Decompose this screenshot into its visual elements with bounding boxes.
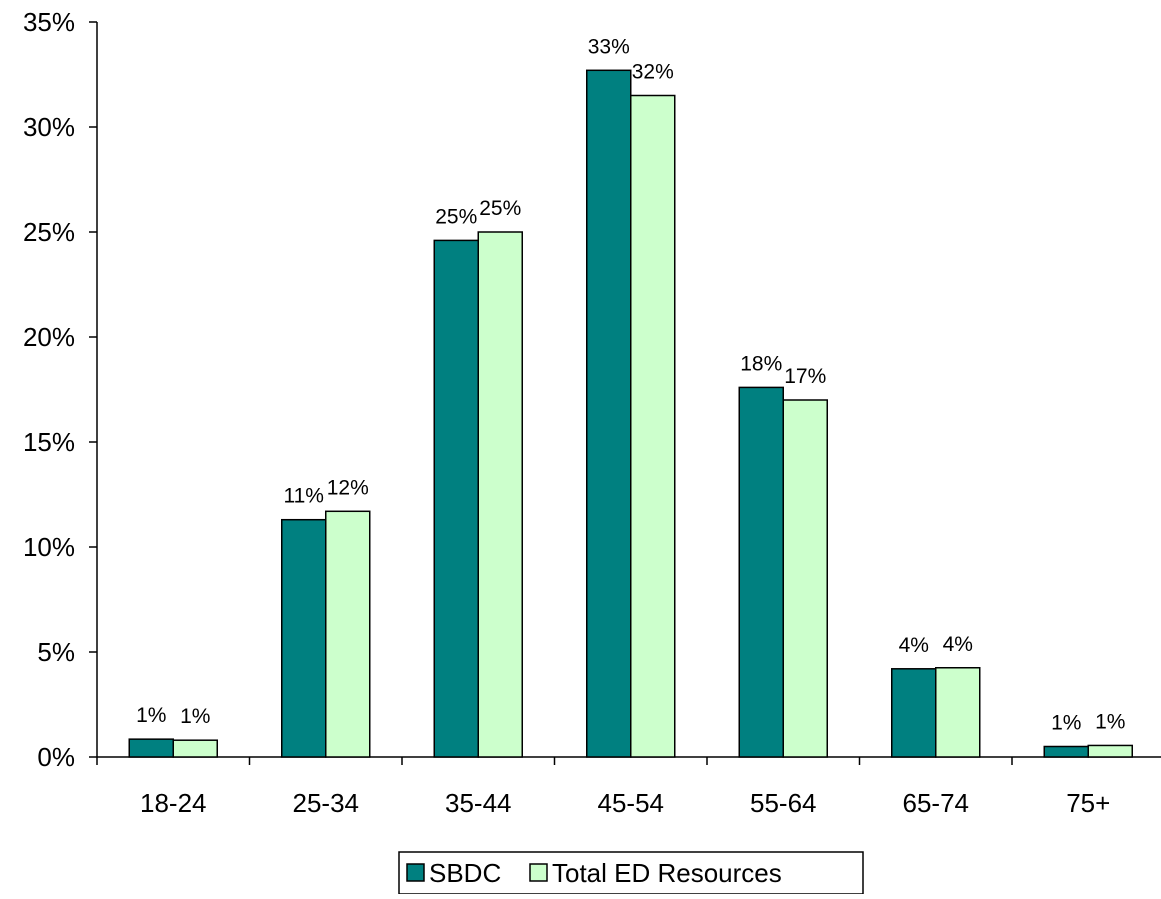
x-category-label: 25-34 [293, 788, 360, 818]
y-tick-label: 15% [23, 427, 75, 457]
legend-label: SBDC [429, 858, 501, 888]
data-label: 12% [327, 476, 369, 499]
bar-total-ed [935, 667, 981, 758]
data-label: 25% [435, 205, 477, 228]
legend-box [398, 851, 864, 895]
x-category-label: 75+ [1066, 788, 1110, 818]
x-category-label: 65-74 [903, 788, 970, 818]
bar-total-ed [1087, 744, 1133, 758]
data-label: 33% [588, 35, 630, 58]
bar-sbdc [433, 239, 479, 758]
y-tick-label: 25% [23, 217, 75, 247]
axes: 0% 5% 10% 15% 20% 25% 30% 35% 18-24 25-34 35-44 45-… [23, 7, 1161, 818]
bar-total-ed [630, 94, 676, 758]
data-label: 1% [136, 704, 166, 727]
data-label: 18% [740, 352, 782, 375]
y-tick-label: 30% [23, 112, 75, 142]
legend-swatch [406, 863, 425, 882]
data-label: 32% [632, 61, 674, 84]
bar-sbdc [891, 668, 937, 758]
data-labels: 1% 1% 11% 12% 25% 25% 33%32% 18%17% 4% 4% 1% 1% [136, 35, 1125, 734]
data-label: 11% [284, 485, 324, 508]
bars [128, 69, 1133, 758]
data-label: 4% [943, 633, 973, 656]
data-label: 1% [180, 705, 210, 728]
bar-sbdc [586, 69, 632, 758]
bar-sbdc [128, 738, 174, 758]
bar-sbdc [738, 386, 784, 758]
data-label: 4% [899, 634, 929, 657]
bar-total-ed [782, 399, 828, 758]
y-tick-label: 5% [37, 637, 75, 667]
data-label: 1% [1095, 710, 1125, 733]
data-label: 1% [1051, 712, 1081, 735]
legend-swatch [529, 863, 548, 882]
bar-sbdc [1043, 745, 1089, 758]
bar-total-ed [325, 510, 371, 758]
y-tick-label: 35% [23, 7, 75, 37]
data-label: 17% [784, 365, 826, 388]
y-tick-label: 10% [23, 532, 75, 562]
data-label: 25% [479, 197, 521, 220]
legend: SBDC Total ED Resources [398, 851, 864, 895]
x-category-label: 35-44 [445, 788, 512, 818]
y-tick-label: 20% [23, 322, 75, 352]
x-category-label: 45-54 [598, 788, 665, 818]
legend-label: Total ED Resources [552, 858, 782, 888]
x-category-label: 55-64 [750, 788, 817, 818]
bar-total-ed [477, 231, 523, 758]
bar-sbdc [281, 518, 327, 758]
bar-total-ed [172, 739, 218, 758]
x-category-label: 18-24 [140, 788, 207, 818]
y-tick-label: 0% [37, 742, 75, 772]
